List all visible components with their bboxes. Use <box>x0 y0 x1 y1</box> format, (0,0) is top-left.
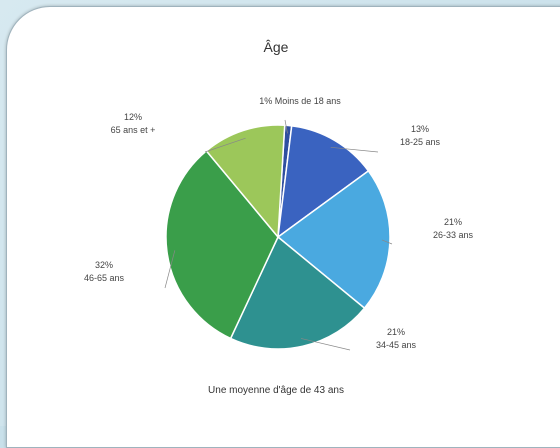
leader-lines <box>164 119 393 351</box>
slice-percent-label: 12% <box>124 112 142 122</box>
slice-labels: 1% Moins de 18 ans 13% 18-25 ans 21% 26-33 a… <box>84 96 474 350</box>
leader-line <box>204 137 246 153</box>
slice-label: 1% Moins de 18 ans <box>259 96 341 106</box>
leader-line <box>300 338 351 351</box>
slice-category-label: 46-65 ans <box>84 273 125 283</box>
leader-line <box>330 146 379 153</box>
chart-subtitle: Une moyenne d'âge de 43 ans <box>208 385 344 396</box>
slice-percent-label: 21% <box>444 217 462 227</box>
slice-percent-label: 13% <box>411 124 429 134</box>
leader-line <box>284 119 288 134</box>
slice-category-label: 26-33 ans <box>433 230 474 240</box>
pie-slice <box>276 169 391 310</box>
slice-category-label: 34-45 ans <box>376 340 417 350</box>
slice-category-label: 65 ans et + <box>111 125 156 135</box>
slice-percent-label: 21% <box>387 327 405 337</box>
pie-slices <box>165 124 391 350</box>
leader-line <box>164 250 176 289</box>
pie-slice <box>205 124 286 239</box>
pie-slice <box>229 235 366 350</box>
pie-chart: Âge 1% Moins de 18 ans 13% 18-25 ans 21% 26-… <box>84 39 474 396</box>
leader-line <box>381 239 393 245</box>
slice-category-label: 18-25 ans <box>400 137 441 147</box>
slice-percent-label: 32% <box>95 260 113 270</box>
pie-slice <box>165 149 279 340</box>
chart-title: Âge <box>264 39 289 55</box>
pie-slice <box>277 125 370 239</box>
